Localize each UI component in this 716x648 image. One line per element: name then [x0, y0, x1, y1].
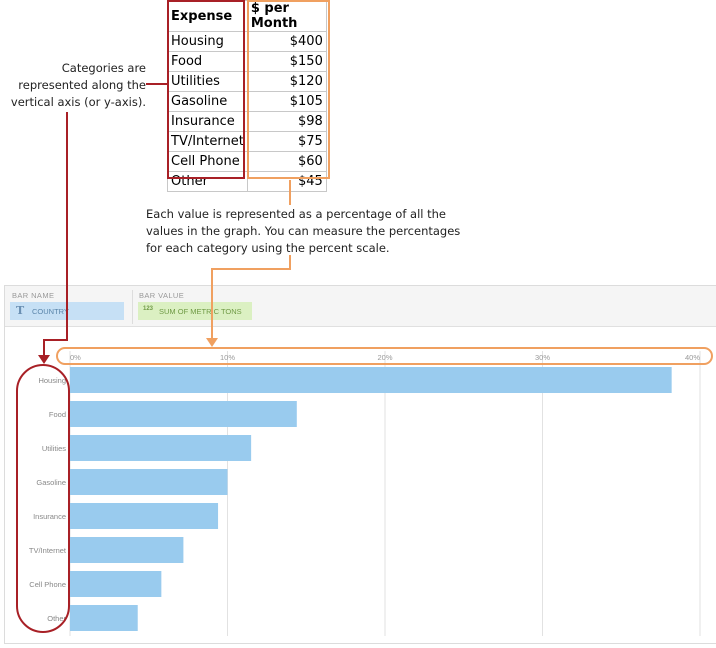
header-per-month: $ per Month — [246, 0, 327, 32]
bar — [70, 435, 252, 461]
text-type-icon: T — [16, 304, 25, 317]
field-divider — [132, 290, 133, 324]
x-tick-label: 20% — [377, 353, 392, 362]
table-row: Housing $400 — [167, 31, 327, 52]
value-column-highlight — [247, 0, 330, 179]
category-label: Food — [49, 410, 66, 419]
category-label: Housing — [38, 376, 66, 385]
category-column-highlight — [167, 0, 245, 179]
chart-panel: BAR NAME BAR VALUE T COUNTRY 123 SUM OF … — [4, 285, 716, 644]
bar — [70, 537, 184, 563]
bar — [70, 503, 219, 529]
table-row: Gasoline $105 — [167, 91, 327, 112]
amount-cell: $75 — [246, 131, 327, 152]
percentages-note: Each value is represented as a percentag… — [146, 207, 461, 255]
category-label: Cell Phone — [29, 580, 66, 589]
bar — [70, 367, 672, 393]
expense-cell: Insurance — [167, 111, 248, 132]
expense-cell: Food — [167, 51, 248, 72]
x-tick-label: 0% — [70, 353, 81, 362]
table-row: Cell Phone $60 — [167, 151, 327, 172]
bar-chart: 0% 10% 20% 30% 40% Housing Food Utilities Gasoli… — [29, 351, 701, 636]
metric-chip-label: SUM OF METRIC TONS — [159, 307, 242, 316]
expense-cell: Housing — [167, 31, 248, 52]
category-label: TV/Internet — [29, 546, 67, 555]
expense-table: Expense $ per Month Housing $400 Food $150 U… — [167, 0, 327, 192]
category-label: Other — [47, 614, 66, 623]
categories-note: Categories are represented along the ver… — [10, 61, 146, 109]
bar-name-label: BAR NAME — [12, 291, 55, 300]
amount-cell: $105 — [246, 91, 327, 112]
bar — [70, 605, 138, 631]
bar — [70, 469, 228, 495]
expense-cell: Gasoline — [167, 91, 248, 112]
table-row: Insurance $98 — [167, 111, 327, 132]
x-tick-label: 30% — [535, 353, 550, 362]
header-expense: Expense — [167, 0, 248, 32]
bar-value-label: BAR VALUE — [139, 291, 185, 300]
category-label: Utilities — [42, 444, 66, 453]
table-header-row: Expense $ per Month — [167, 0, 327, 32]
amount-cell: $400 — [246, 31, 327, 52]
category-label: Gasoline — [36, 478, 66, 487]
category-label: Insurance — [33, 512, 66, 521]
x-tick-label: 10% — [220, 353, 235, 362]
table-row: Food $150 — [167, 51, 327, 72]
bar — [70, 401, 297, 427]
amount-cell: $60 — [246, 151, 327, 172]
number-type-icon: 123 — [143, 306, 154, 312]
x-tick-label: 40% — [685, 353, 700, 362]
bar — [70, 571, 162, 597]
